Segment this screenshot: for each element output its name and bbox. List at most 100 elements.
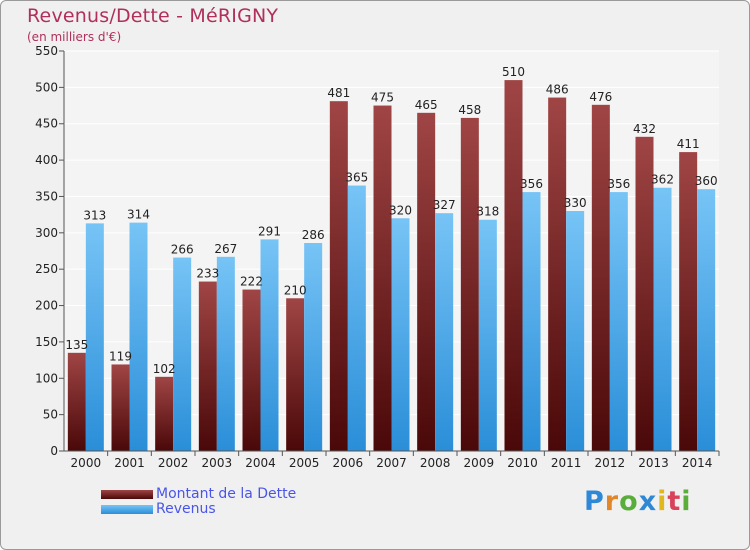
data-label-debt: 222 — [240, 275, 263, 289]
logo-letter: P — [584, 486, 605, 517]
bar-revenue — [304, 243, 323, 451]
bar-revenue — [347, 185, 366, 451]
data-label-revenue: 267 — [214, 242, 237, 256]
data-label-debt: 102 — [153, 362, 176, 376]
bar-debt — [242, 289, 261, 451]
data-label-debt: 119 — [109, 349, 132, 363]
data-label-debt: 475 — [371, 91, 394, 105]
y-tick-label: 50 — [43, 408, 58, 422]
bar-revenue — [435, 213, 454, 451]
x-tick-label: 2014 — [682, 456, 713, 470]
legend-swatch-debt — [101, 490, 153, 499]
data-label-debt: 481 — [327, 86, 350, 100]
data-label-debt: 210 — [284, 283, 307, 297]
data-label-revenue: 356 — [520, 177, 543, 191]
y-tick-label: 100 — [35, 371, 58, 385]
bar-debt — [417, 112, 436, 452]
chart-subtitle: (en milliers d'€) — [27, 30, 122, 44]
y-tick-label: 500 — [35, 80, 58, 94]
bar-debt — [67, 352, 86, 451]
bar-debt — [329, 101, 348, 451]
data-label-revenue: 356 — [607, 177, 630, 191]
x-tick-label: 2012 — [595, 456, 626, 470]
bar-revenue — [85, 223, 104, 451]
bar-debt — [460, 117, 479, 451]
data-label-revenue: 314 — [127, 208, 150, 222]
x-tick-label: 2009 — [464, 456, 495, 470]
x-tick-label: 2003 — [202, 456, 233, 470]
logo-letter: x — [638, 486, 658, 517]
data-label-revenue: 266 — [171, 243, 194, 257]
logo-letter: r — [604, 486, 620, 517]
y-tick-label: 450 — [35, 117, 58, 131]
bar-debt — [548, 97, 567, 451]
data-label-debt: 486 — [546, 83, 569, 97]
data-label-revenue: 286 — [302, 228, 325, 242]
x-tick-label: 2002 — [158, 456, 189, 470]
x-tick-label: 2011 — [551, 456, 582, 470]
bar-revenue — [609, 192, 628, 451]
y-tick-label: 150 — [35, 335, 58, 349]
bar-debt — [111, 364, 130, 451]
legend-item-debt: Montant de la Dette — [101, 487, 296, 502]
y-tick-label: 400 — [35, 153, 58, 167]
chart-legend: Montant de la Dette Revenus — [101, 487, 296, 517]
data-label-revenue: 318 — [476, 205, 499, 219]
data-label-revenue: 330 — [564, 196, 587, 210]
bar-revenue — [216, 256, 235, 451]
bar-debt — [504, 80, 523, 451]
data-label-revenue: 365 — [345, 171, 368, 185]
bar-revenue — [653, 187, 672, 451]
x-tick-label: 2004 — [245, 456, 276, 470]
bar-revenue — [566, 211, 585, 451]
data-label-debt: 432 — [633, 122, 656, 136]
y-tick-label: 250 — [35, 262, 58, 276]
bar-revenue — [129, 222, 148, 451]
legend-swatch-revenue — [101, 505, 153, 514]
data-label-debt: 411 — [677, 137, 700, 151]
y-tick-label: 300 — [35, 226, 58, 240]
data-label-debt: 458 — [458, 103, 481, 117]
bar-debt — [635, 136, 654, 451]
proxiti-logo: Proxiti — [584, 486, 692, 517]
data-label-debt: 233 — [196, 267, 219, 281]
x-tick-label: 2001 — [114, 456, 145, 470]
legend-item-revenue: Revenus — [101, 502, 296, 517]
bar-revenue — [260, 239, 279, 451]
bar-revenue — [478, 219, 497, 451]
data-label-revenue: 327 — [433, 198, 456, 212]
y-tick-label: 200 — [35, 299, 58, 313]
data-label-debt: 476 — [589, 90, 612, 104]
data-label-debt: 510 — [502, 65, 525, 79]
data-label-revenue: 291 — [258, 224, 281, 238]
bar-debt — [591, 104, 610, 452]
x-tick-label: 2010 — [507, 456, 538, 470]
chart-title: Revenus/Dette - MéRIGNY — [27, 5, 279, 27]
bar-revenue — [522, 192, 541, 451]
x-tick-label: 2008 — [420, 456, 451, 470]
y-tick-label: 350 — [35, 189, 58, 203]
logo-letter: o — [619, 486, 639, 517]
x-tick-label: 2013 — [638, 456, 669, 470]
data-label-debt: 135 — [65, 338, 88, 352]
data-label-revenue: 360 — [695, 174, 718, 188]
x-tick-label: 2000 — [71, 456, 102, 470]
x-tick-label: 2005 — [289, 456, 320, 470]
bar-revenue — [173, 257, 192, 451]
logo-letter: i — [681, 486, 692, 517]
bar-debt — [198, 281, 217, 451]
data-label-debt: 465 — [415, 98, 438, 112]
bar-debt — [155, 376, 174, 451]
data-label-revenue: 362 — [651, 173, 674, 187]
y-tick-label: 0 — [50, 444, 58, 458]
x-tick-label: 2007 — [376, 456, 407, 470]
legend-label-debt: Montant de la Dette — [156, 486, 297, 502]
data-label-revenue: 313 — [83, 208, 106, 222]
bar-revenue — [391, 218, 410, 451]
logo-letter: i — [657, 486, 668, 517]
y-tick-label: 550 — [35, 44, 58, 58]
x-tick-label: 2006 — [333, 456, 364, 470]
bar-debt — [286, 298, 305, 451]
